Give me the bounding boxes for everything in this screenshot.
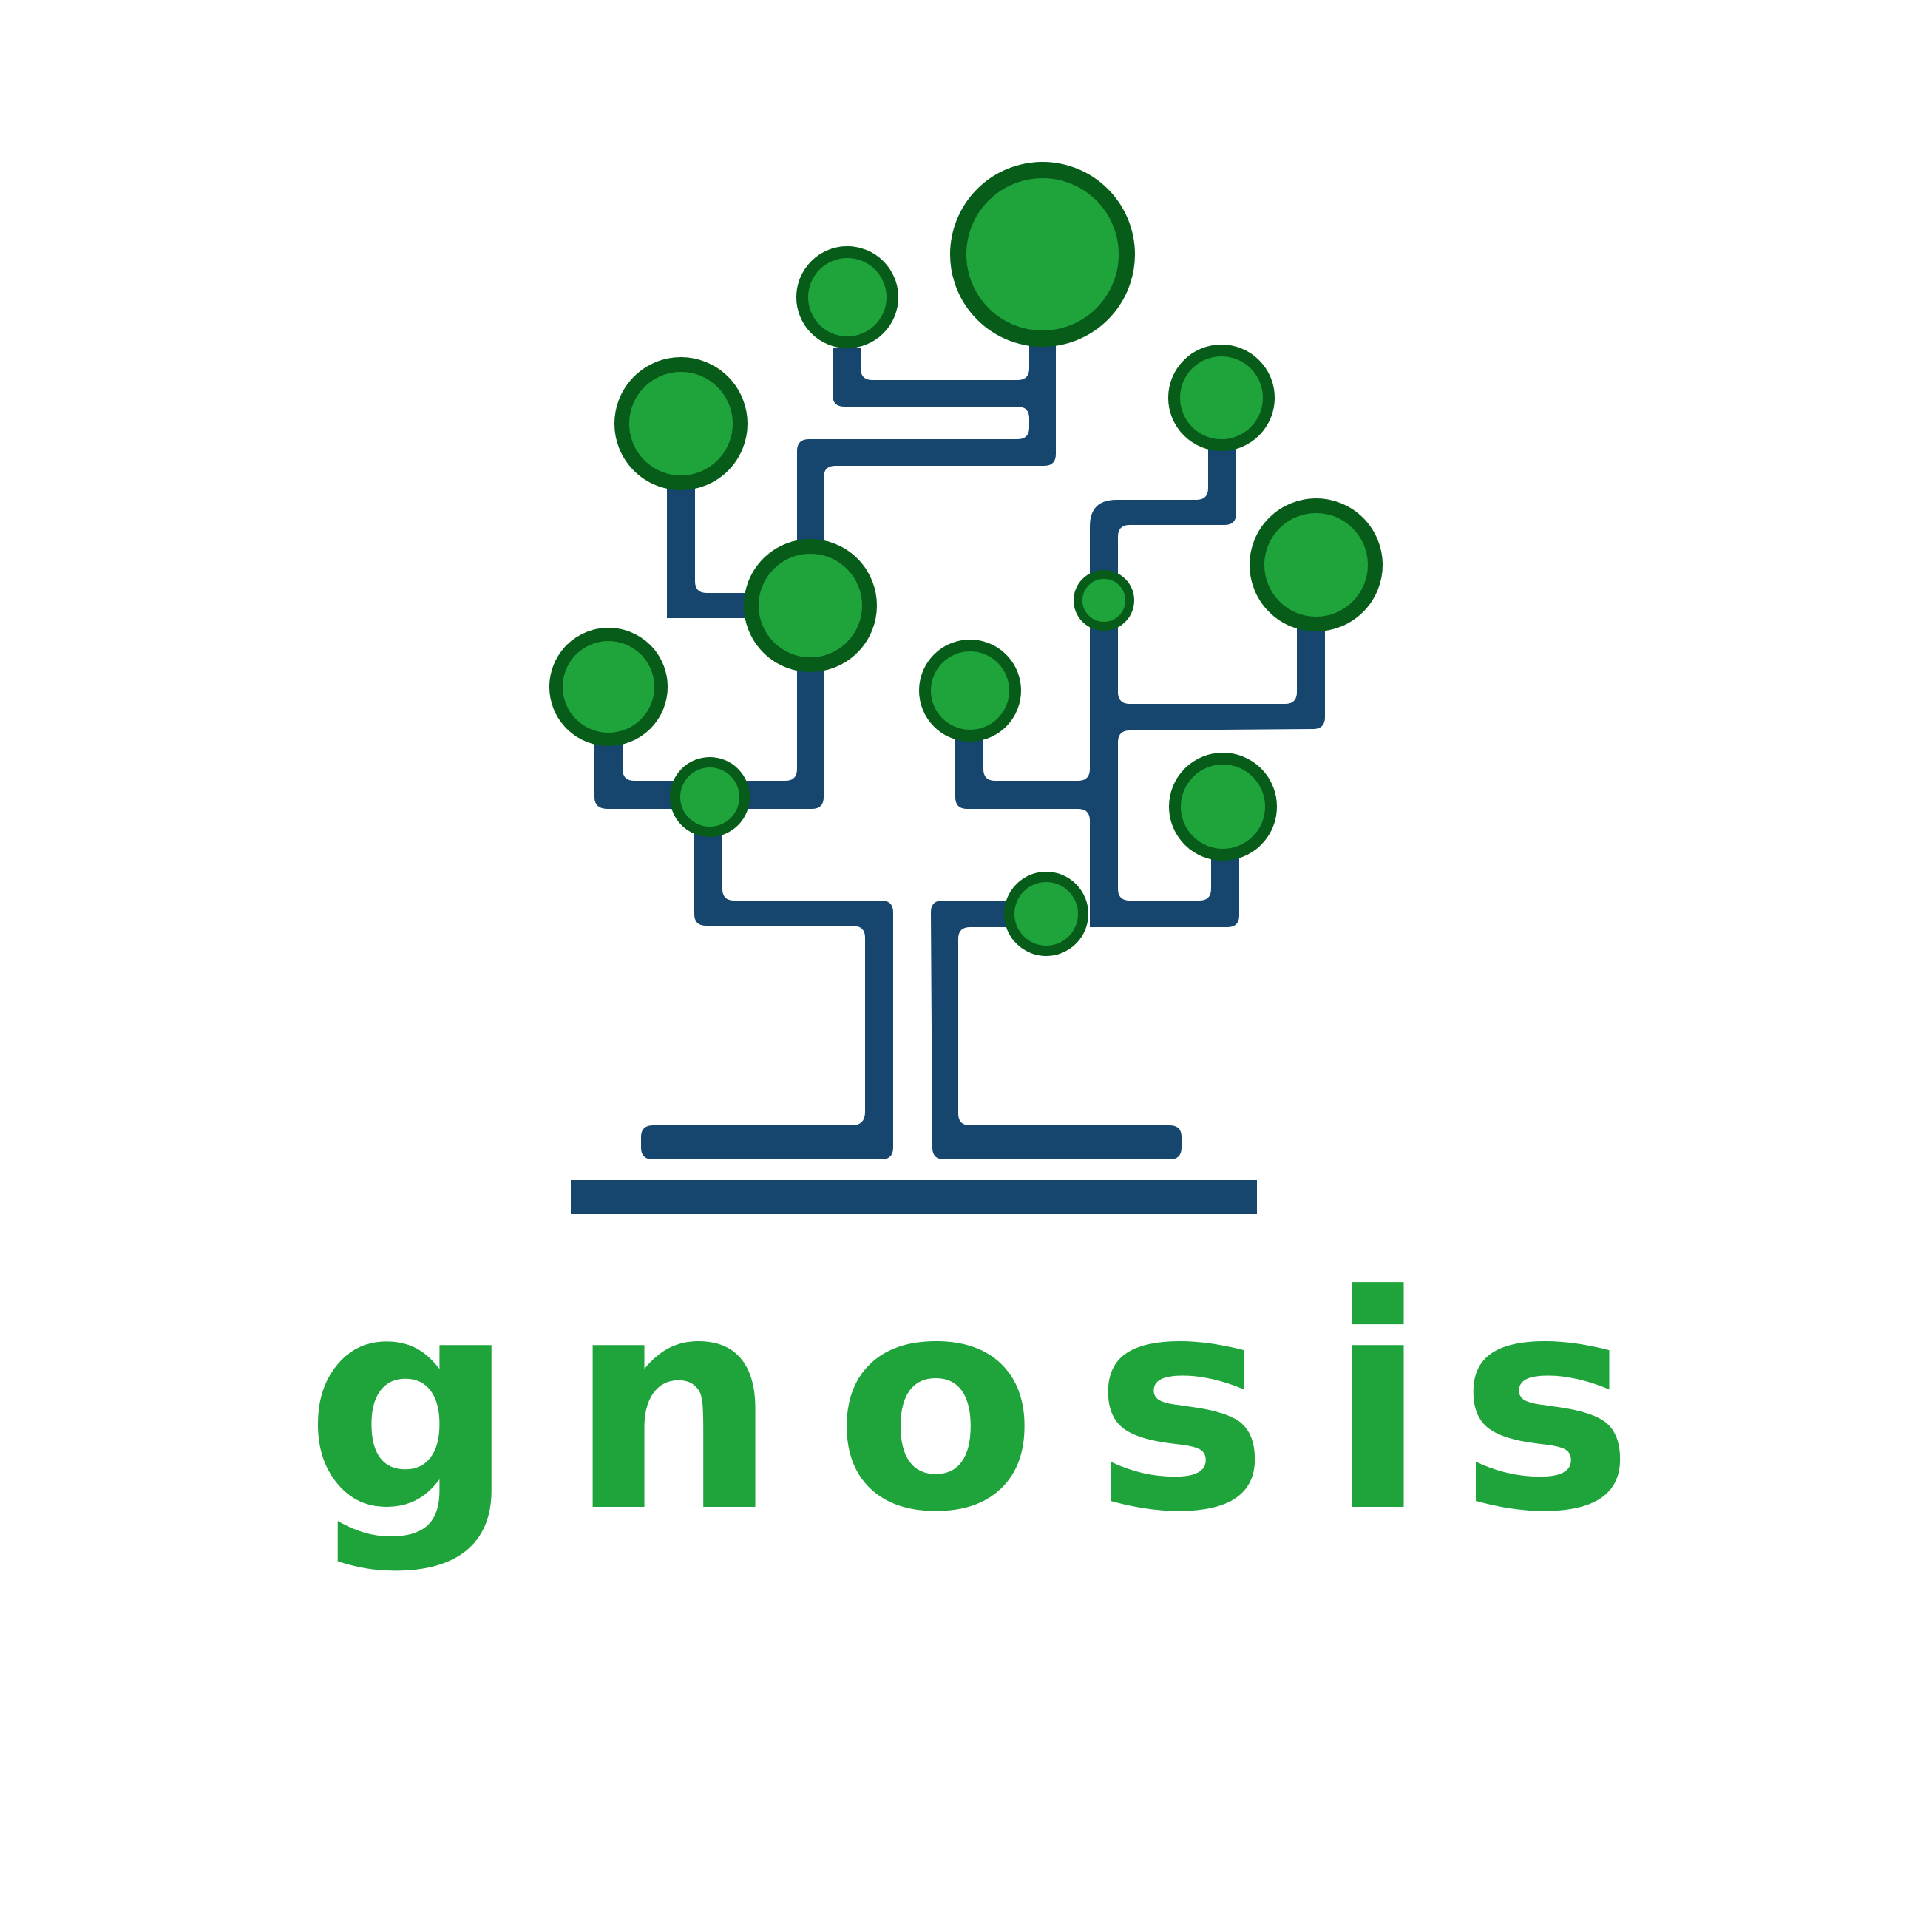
right-spine bbox=[955, 439, 1325, 927]
leaf-top-large bbox=[950, 162, 1135, 347]
left-trunk bbox=[641, 791, 893, 1159]
leaf-upper-left bbox=[614, 357, 748, 490]
wordmark-letter-g: g bbox=[305, 1233, 516, 1577]
leaf-left bbox=[549, 628, 668, 746]
wordmark: g n o s i s bbox=[305, 1233, 1634, 1577]
leaf-right-large bbox=[1250, 498, 1383, 631]
central-upper-branch bbox=[797, 325, 1056, 540]
leaf-upper-right bbox=[1168, 345, 1275, 451]
leaf-lower-right bbox=[1169, 753, 1277, 861]
leaf-right-node bbox=[1074, 570, 1134, 631]
tree-branches bbox=[571, 325, 1325, 1214]
right-trunk bbox=[931, 901, 1182, 1159]
tree-leaves bbox=[549, 162, 1383, 956]
wordmark-letter-i: i bbox=[1327, 1233, 1428, 1577]
wordmark-letter-s2: s bbox=[1458, 1233, 1634, 1577]
leaf-left-node bbox=[670, 757, 750, 837]
wordmark-letter-n: n bbox=[568, 1233, 779, 1577]
leaf-center-right bbox=[919, 640, 1021, 742]
leaf-bottom-node bbox=[1004, 872, 1088, 956]
leaf-center-left bbox=[744, 539, 877, 672]
upper-left-branch bbox=[667, 473, 762, 618]
wordmark-letter-o: o bbox=[834, 1233, 1037, 1577]
leaf-top-left-small bbox=[796, 246, 898, 348]
wordmark-letter-s1: s bbox=[1093, 1233, 1269, 1577]
ground-bar bbox=[571, 1180, 1257, 1214]
